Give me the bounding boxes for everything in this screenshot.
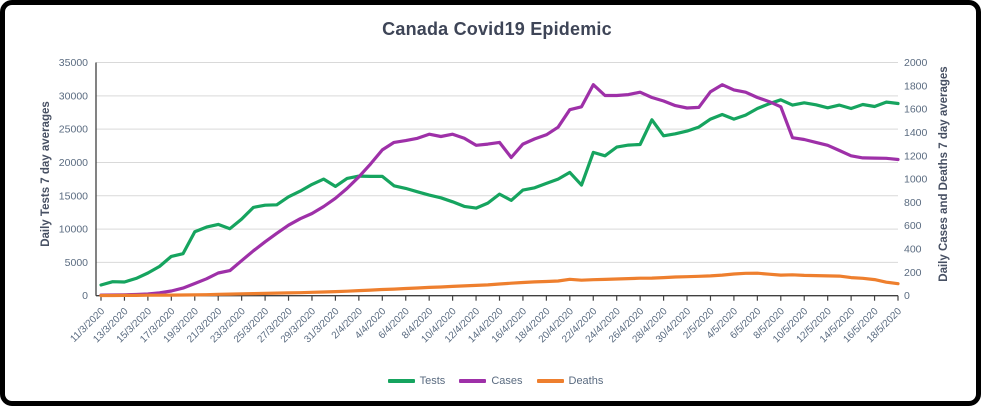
y-right-tick-label: 600 xyxy=(904,220,922,232)
y-left-tick-label: 20000 xyxy=(59,157,88,169)
legend-label-deaths: Deaths xyxy=(568,375,604,387)
legend: Tests Cases Deaths xyxy=(5,375,976,387)
y-right-tick-label: 2000 xyxy=(904,57,928,69)
y-right-tick-label: 1000 xyxy=(904,174,928,186)
cases-line-swatch xyxy=(459,379,487,383)
y-right-tick-label: 200 xyxy=(904,267,922,279)
legend-label-tests: Tests xyxy=(419,375,446,387)
y-left-tick-label: 10000 xyxy=(59,224,88,236)
y-right-tick-label: 1600 xyxy=(904,104,928,116)
y-left-tick-label: 30000 xyxy=(59,90,88,102)
tests-line-swatch xyxy=(387,379,415,383)
plot-area: 0 5000 10000 15000 20000 25000 30000 35000 0 200 4… xyxy=(59,57,928,345)
y-left-tick-label: 15000 xyxy=(59,190,88,202)
series-line-deaths xyxy=(99,271,900,298)
y-left-tick-label: 5000 xyxy=(65,257,89,269)
y-left-tick-label: 25000 xyxy=(59,124,88,136)
y-right-tick-label: 1400 xyxy=(904,127,928,139)
series-line-cases xyxy=(99,83,900,297)
y-right-tick-label: 1200 xyxy=(904,150,928,162)
y-left-tick-label: 35000 xyxy=(59,57,88,69)
legend-item-deaths: Deaths xyxy=(536,375,604,387)
series-line-tests xyxy=(99,98,900,287)
y-right-tick-label: 0 xyxy=(904,290,910,302)
y-left-tick-label: 0 xyxy=(82,290,88,302)
y-right-tick-label: 400 xyxy=(904,244,922,256)
chart-title: Canada Covid19 Epidemic xyxy=(382,19,612,39)
y-right-tick-label: 1800 xyxy=(904,80,928,92)
y-right-tick-label: 800 xyxy=(904,197,922,209)
legend-label-cases: Cases xyxy=(491,375,523,387)
legend-item-cases: Cases xyxy=(459,375,523,387)
deaths-line-swatch xyxy=(536,379,564,383)
legend-item-tests: Tests xyxy=(387,375,446,387)
